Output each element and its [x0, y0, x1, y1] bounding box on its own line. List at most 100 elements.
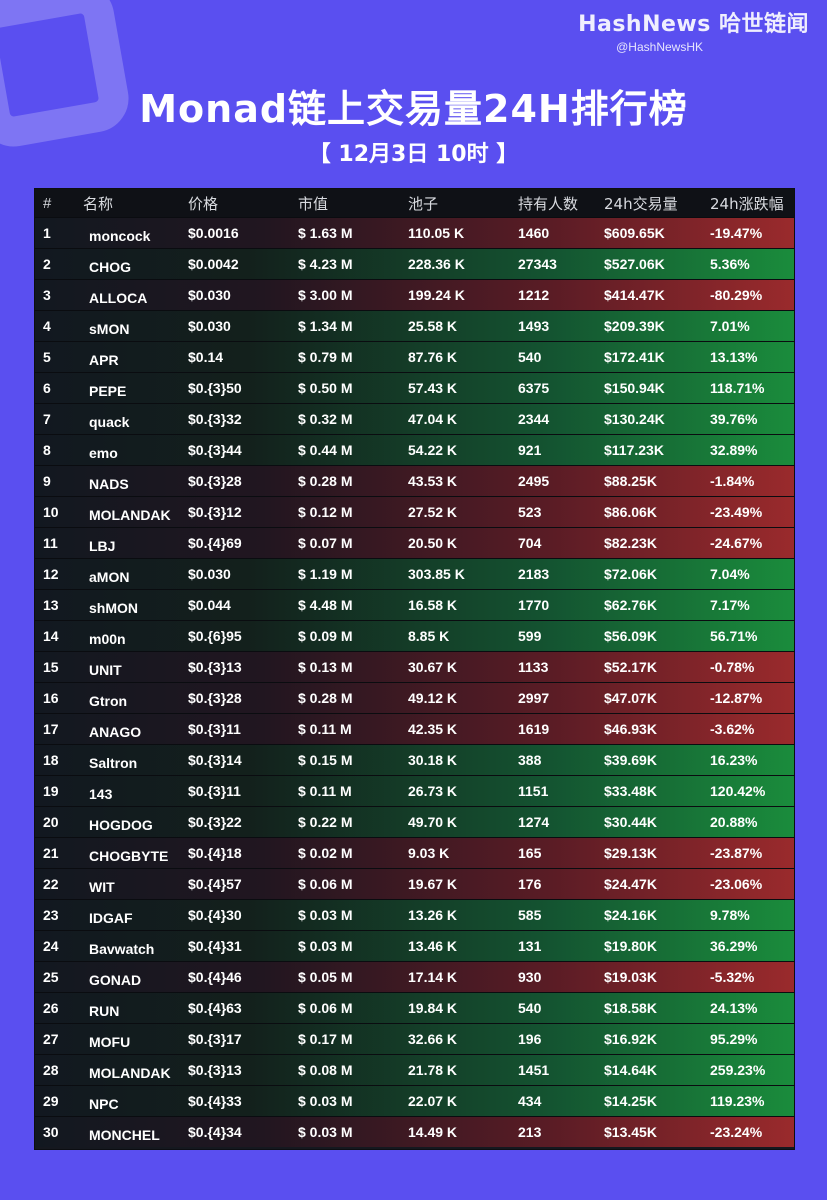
cell-pool: 8.85 K [408, 628, 450, 644]
cell-name: IDGAF [89, 910, 133, 926]
table-row: 9 NADS $0.{3}28 $ 0.28 M 43.53 K 2495 $88.25K -… [35, 465, 794, 496]
cell-change: -1.84% [710, 473, 755, 489]
cell-market-cap: $ 0.03 M [298, 1093, 353, 1109]
cell-rank: 12 [43, 566, 59, 582]
cell-price: $0.030 [188, 287, 231, 303]
cell-pool: 30.67 K [408, 659, 458, 675]
cell-pool: 32.66 K [408, 1031, 458, 1047]
cell-rank: 28 [43, 1062, 59, 1078]
cell-name: quack [89, 414, 130, 430]
table-row: 21 CHOGBYTE $0.{4}18 $ 0.02 M 9.03 K 165 $29.1… [35, 837, 794, 868]
cell-name: sMON [89, 321, 130, 337]
table-row: 27 MOFU $0.{3}17 $ 0.17 M 32.66 K 196 $16.92K 9… [35, 1023, 794, 1054]
cell-holders: 523 [518, 504, 542, 520]
cell-change: 5.36% [710, 256, 750, 272]
cell-name: Gtron [89, 693, 128, 709]
cell-price: $0.{3}13 [188, 659, 242, 675]
cell-holders: 6375 [518, 380, 550, 396]
cell-pool: 49.70 K [408, 814, 458, 830]
cell-holders: 704 [518, 535, 542, 551]
cell-holders: 930 [518, 969, 542, 985]
cell-price: $0.{4}30 [188, 907, 242, 923]
cell-name: APR [89, 352, 119, 368]
cell-name: Bavwatch [89, 941, 155, 957]
cell-holders: 1619 [518, 721, 550, 737]
cell-price: $0.030 [188, 566, 231, 582]
cell-name: PEPE [89, 383, 127, 399]
ranking-table: # 名称 价格 市值 池子 持有人数 24h交易量 24h涨跌幅 1 moncoc… [34, 188, 795, 1150]
cell-rank: 13 [43, 597, 59, 613]
cell-name: shMON [89, 600, 138, 616]
cell-name: GONAD [89, 972, 142, 988]
cell-price: $0.0042 [188, 256, 239, 272]
cell-name: moncock [89, 228, 151, 244]
cell-change: 120.42% [710, 783, 766, 799]
cell-pool: 303.85 K [408, 566, 465, 582]
cell-market-cap: $ 1.34 M [298, 318, 353, 334]
cell-volume: $82.23K [604, 535, 657, 551]
cell-change: -23.87% [710, 845, 763, 861]
cell-change: 39.76% [710, 411, 758, 427]
cell-rank: 21 [43, 845, 59, 861]
cell-rank: 1 [43, 225, 51, 241]
cell-price: $0.{4}33 [188, 1093, 242, 1109]
cell-market-cap: $ 0.44 M [298, 442, 353, 458]
cell-holders: 213 [518, 1124, 542, 1140]
cell-pool: 19.84 K [408, 1000, 458, 1016]
cell-change: -23.49% [710, 504, 763, 520]
cell-name: LBJ [89, 538, 116, 554]
brand-logo: HashNews 哈世链闻 [578, 12, 809, 37]
cell-holders: 434 [518, 1093, 542, 1109]
cell-holders: 196 [518, 1031, 542, 1047]
page-title: Monad链上交易量24H排行榜 [139, 87, 688, 131]
cell-name: ANAGO [89, 724, 142, 740]
header-rank: # [43, 194, 52, 212]
table-row: 2 CHOG $0.0042 $ 4.23 M 228.36 K 27343 $527.06… [35, 248, 794, 279]
cell-change: -23.24% [710, 1124, 763, 1140]
cell-volume: $30.44K [604, 814, 657, 830]
cell-pool: 87.76 K [408, 349, 458, 365]
cell-name: 143 [89, 786, 113, 802]
cell-market-cap: $ 1.63 M [298, 225, 353, 241]
table-row: 5 APR $0.14 $ 0.79 M 87.76 K 540 $172.41K 13.13… [35, 341, 794, 372]
cell-pool: 47.04 K [408, 411, 458, 427]
cell-market-cap: $ 0.15 M [298, 752, 353, 768]
cell-volume: $19.03K [604, 969, 657, 985]
cell-name: MOFU [89, 1034, 131, 1050]
cell-holders: 921 [518, 442, 542, 458]
cell-rank: 14 [43, 628, 59, 644]
cell-volume: $29.13K [604, 845, 657, 861]
cell-volume: $18.58K [604, 1000, 657, 1016]
table-row: 26 RUN $0.{4}63 $ 0.06 M 19.84 K 540 $18.58K 24… [35, 992, 794, 1023]
cell-change: -24.67% [710, 535, 763, 551]
cell-market-cap: $ 0.22 M [298, 814, 353, 830]
cell-change: 36.29% [710, 938, 758, 954]
cell-market-cap: $ 4.48 M [298, 597, 353, 613]
cell-pool: 13.46 K [408, 938, 458, 954]
cell-change: 7.01% [710, 318, 750, 334]
table-header-row: # 名称 价格 市值 池子 持有人数 24h交易量 24h涨跌幅 [35, 189, 794, 217]
cell-price: $0.044 [188, 597, 231, 613]
cell-price: $0.{3}17 [188, 1031, 242, 1047]
cell-volume: $62.76K [604, 597, 657, 613]
cell-change: 118.71% [710, 380, 765, 396]
cell-volume: $130.24K [604, 411, 665, 427]
cell-change: 24.13% [710, 1000, 758, 1016]
cell-price: $0.{6}95 [188, 628, 242, 644]
cell-price: $0.{3}11 [188, 721, 241, 737]
cell-holders: 27343 [518, 256, 557, 272]
cell-pool: 27.52 K [408, 504, 458, 520]
brand-handle: @HashNewsHK [616, 40, 703, 54]
cell-price: $0.0016 [188, 225, 239, 241]
cell-rank: 24 [43, 938, 59, 954]
cell-change: 9.78% [710, 907, 750, 923]
cell-name: m00n [89, 631, 126, 647]
cell-volume: $47.07K [604, 690, 657, 706]
cell-change: 95.29% [710, 1031, 758, 1047]
cell-market-cap: $ 0.03 M [298, 1124, 353, 1140]
cell-rank: 18 [43, 752, 59, 768]
cell-market-cap: $ 0.17 M [298, 1031, 353, 1047]
cell-pool: 17.14 K [408, 969, 458, 985]
table-row: 20 HOGDOG $0.{3}22 $ 0.22 M 49.70 K 1274 $30.4… [35, 806, 794, 837]
cell-rank: 23 [43, 907, 59, 923]
